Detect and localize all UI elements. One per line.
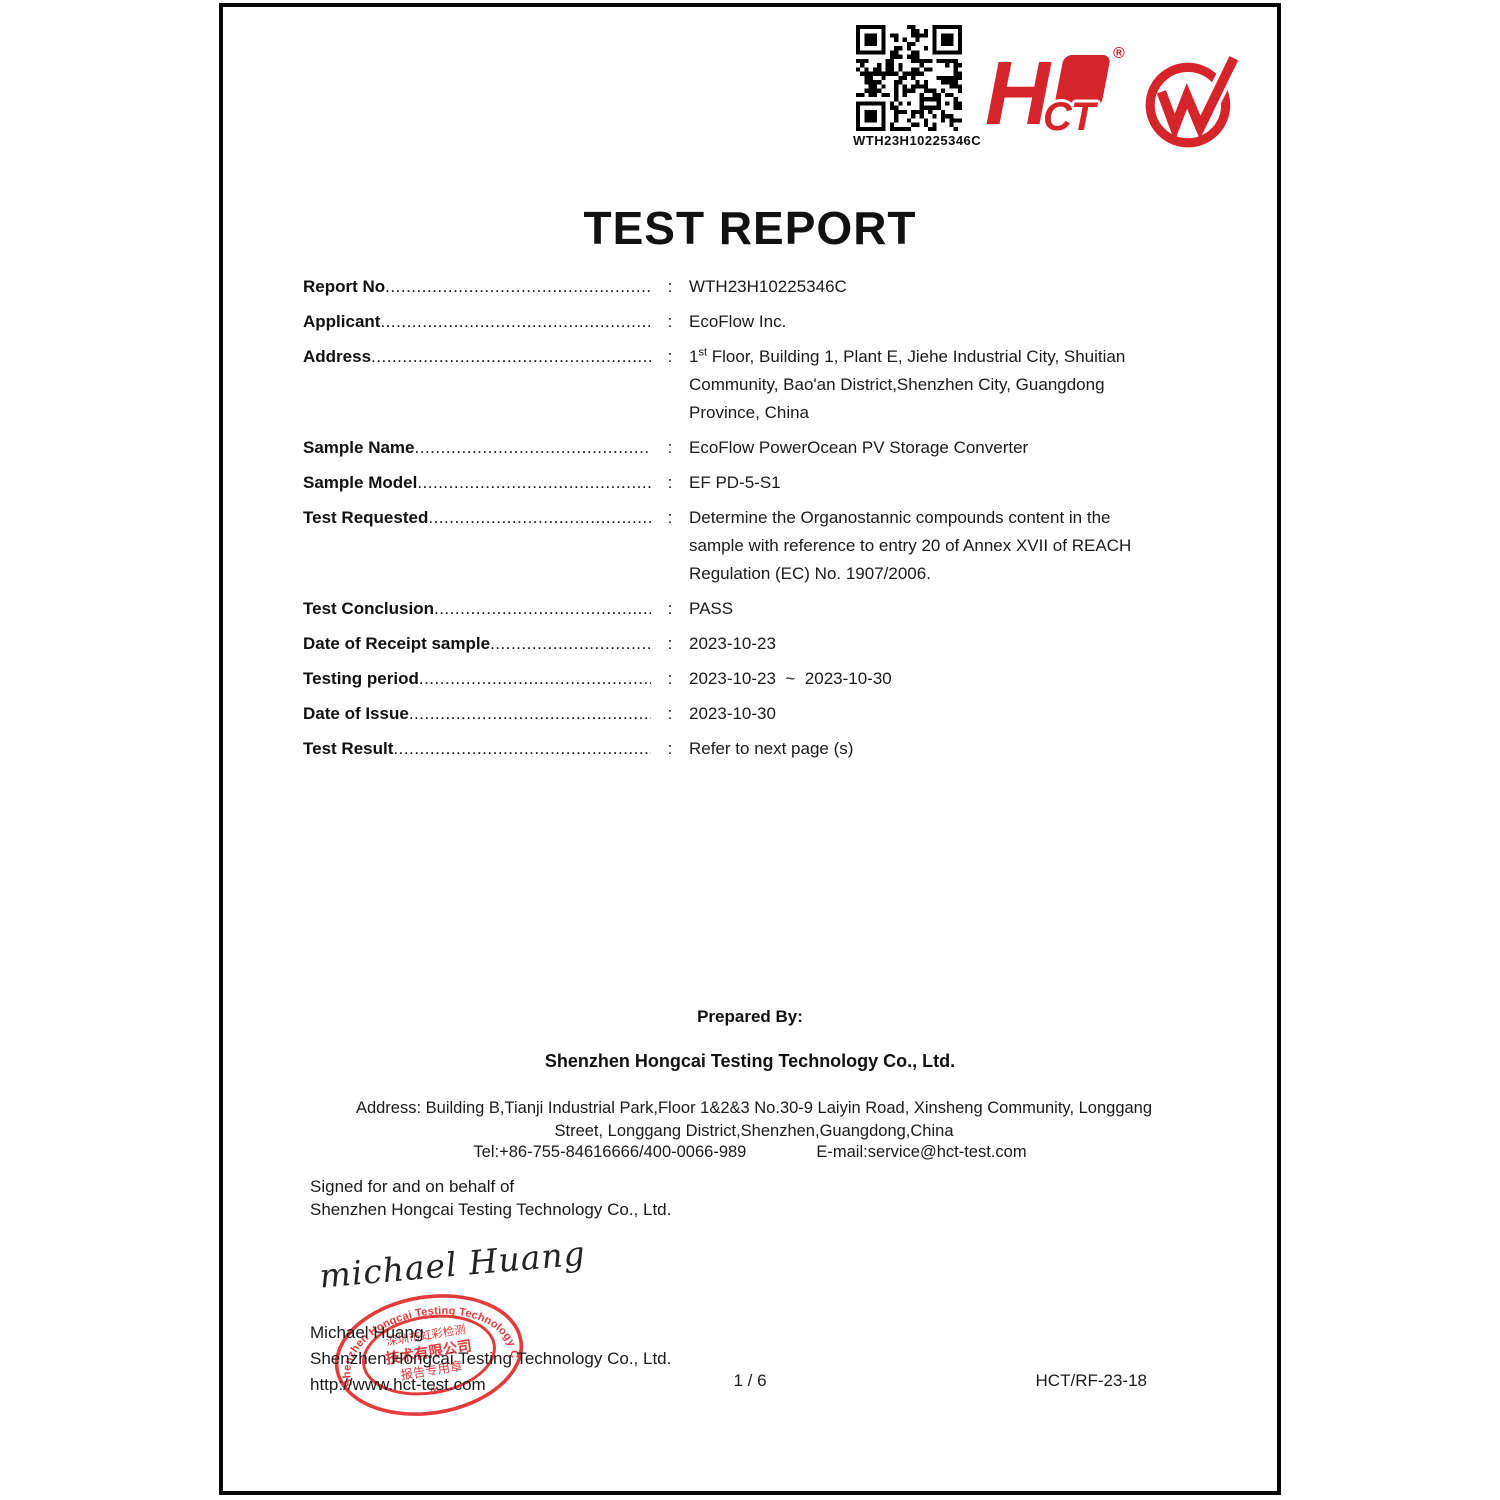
- qr-code-block: WTH23H10225346C: [853, 25, 982, 148]
- field-date-issue: Date of Issue : 2023-10-30: [303, 700, 1215, 728]
- company-stamp: Shenzhen Hongcai Testing Technology Co.,…: [314, 1273, 524, 1416]
- field-label: Testing period: [303, 669, 419, 688]
- field-value: 2023-10-23 ~ 2023-10-30: [689, 669, 892, 688]
- field-colon: :: [667, 508, 673, 527]
- w-checkmark-logo-icon: [1145, 54, 1242, 148]
- field-colon: :: [667, 599, 673, 618]
- field-sample-model: Sample Model : EF PD-5-S1: [303, 469, 1215, 497]
- field-label: Date of Issue: [303, 704, 409, 723]
- dot-leader: [434, 595, 651, 623]
- dot-leader: [380, 308, 651, 336]
- field-test-result: Test Result : Refer to next page (s): [303, 735, 1215, 763]
- field-date-receipt: Date of Receipt sample : 2023-10-23: [303, 630, 1215, 658]
- signed-statement: Signed for and on behalf of Shenzhen Hon…: [310, 1175, 671, 1221]
- dot-leader: [428, 504, 651, 532]
- hct-logo-ct-letters: CT: [1043, 95, 1095, 139]
- field-test-conclusion: Test Conclusion : PASS: [303, 595, 1215, 623]
- field-label: Address: [303, 347, 372, 366]
- hct-logo-h-letter: H: [985, 44, 1050, 144]
- field-value: WTH23H10225346C: [689, 277, 847, 296]
- telephone-text: Tel:+86-755-84616666/400-0066-989: [473, 1143, 747, 1161]
- field-testing-period: Testing period : 2023-10-23 ~ 2023-10-30: [303, 665, 1215, 693]
- qr-label: WTH23H10225346C: [853, 133, 982, 148]
- field-label: Applicant: [303, 312, 381, 331]
- field-colon: :: [667, 669, 673, 688]
- report-page: WTH23H10225346C H CT ® TEST REPORT Repor…: [219, 3, 1281, 1495]
- signed-line2: Shenzhen Hongcai Testing Technology Co.,…: [310, 1200, 672, 1219]
- signer-name: Michael Huang: [310, 1323, 424, 1342]
- dot-leader: [371, 343, 651, 371]
- dot-leader: [385, 273, 651, 301]
- prepared-by-address: Address: Building B,Tianji Industrial Pa…: [355, 1099, 1153, 1140]
- field-colon: :: [667, 312, 673, 331]
- signer-identity: Michael Huang Shenzhen Hongcai Testing T…: [310, 1320, 671, 1398]
- registered-trademark-icon: ®: [1113, 45, 1125, 62]
- prepared-by-contact: Tel:+86-755-84616666/400-0066-989 E-mail:…: [223, 1143, 1277, 1162]
- field-colon: :: [667, 739, 673, 758]
- field-value: 1st Floor, Building 1, Plant E, Jiehe In…: [689, 343, 1215, 427]
- address-number: 1: [689, 347, 699, 366]
- field-colon: :: [667, 277, 673, 296]
- address-ordinal: st: [698, 346, 708, 359]
- field-test-requested: Test Requested : Determine the Organosta…: [303, 504, 1215, 588]
- website-link: http://www.hct-test.com: [310, 1375, 486, 1394]
- signer-company: Shenzhen Hongcai Testing Technology Co.,…: [310, 1349, 672, 1368]
- hct-logo: H CT ®: [985, 44, 1135, 149]
- field-label: Report No: [303, 277, 386, 296]
- signed-line1: Signed for and on behalf of: [310, 1177, 515, 1196]
- stamp-star-icon: ※: [429, 1383, 441, 1398]
- field-label: Test Conclusion: [303, 599, 434, 618]
- field-label: Sample Name: [303, 438, 415, 457]
- page-number: 1 / 6: [733, 1371, 767, 1390]
- email-text: E-mail:service@hct-test.com: [816, 1143, 1027, 1161]
- field-colon: :: [667, 347, 673, 366]
- dot-leader: [417, 469, 651, 497]
- dot-leader: [419, 665, 651, 693]
- field-label: Date of Receipt sample: [303, 634, 491, 653]
- field-value: Determine the Organostannic compounds co…: [689, 508, 1132, 583]
- field-label: Sample Model: [303, 473, 418, 492]
- field-value: EF PD-5-S1: [689, 473, 781, 492]
- field-colon: :: [667, 438, 673, 457]
- dot-leader: [490, 630, 651, 658]
- field-label: Test Result: [303, 739, 394, 758]
- field-value: EcoFlow Inc.: [689, 312, 787, 331]
- field-value: 2023-10-30: [689, 704, 776, 723]
- address-text: Floor, Building 1, Plant E, Jiehe Indust…: [689, 347, 1126, 422]
- field-colon: :: [667, 704, 673, 723]
- qr-code-icon: [856, 25, 962, 131]
- field-colon: :: [667, 634, 673, 653]
- field-report-no: Report No : WTH23H10225346C: [303, 273, 1215, 301]
- field-value: PASS: [689, 599, 734, 618]
- prepared-by-heading: Prepared By:: [697, 1007, 803, 1026]
- field-value: EcoFlow PowerOcean PV Storage Converter: [689, 438, 1029, 457]
- fields-list: Report No : WTH23H10225346C Applicant : …: [303, 273, 1215, 770]
- field-label: Test Requested: [303, 508, 429, 527]
- field-applicant: Applicant : EcoFlow Inc.: [303, 308, 1215, 336]
- doc-code: HCT/RF-23-18: [1035, 1371, 1147, 1390]
- field-sample-name: Sample Name : EcoFlow PowerOcean PV Stor…: [303, 434, 1215, 462]
- dot-leader: [393, 735, 651, 763]
- field-address: Address : 1st Floor, Building 1, Plant E…: [303, 343, 1215, 427]
- field-value: 2023-10-23: [689, 634, 776, 653]
- field-colon: :: [667, 473, 673, 492]
- dot-leader: [415, 434, 652, 462]
- prepared-by-company: Shenzhen Hongcai Testing Technology Co.,…: [544, 1051, 956, 1071]
- field-value: Refer to next page (s): [689, 739, 854, 758]
- dot-leader: [409, 700, 651, 728]
- page-title: TEST REPORT: [583, 202, 917, 254]
